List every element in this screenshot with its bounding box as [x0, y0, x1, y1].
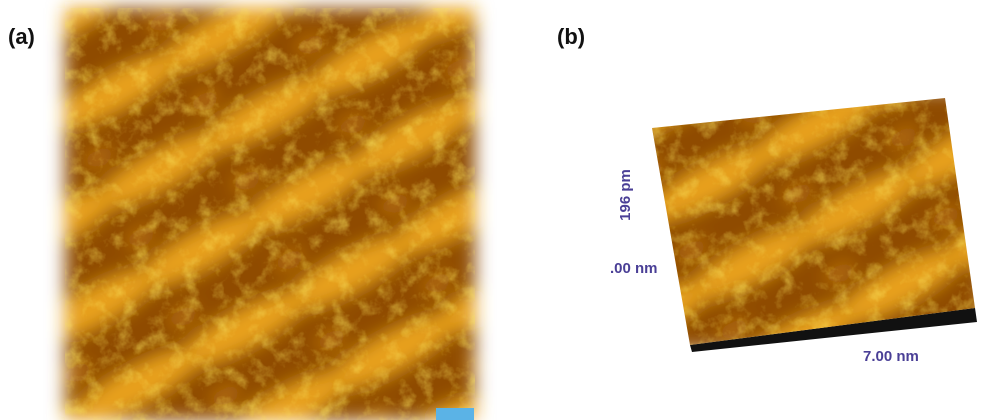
panel-a: (a) [8, 8, 475, 420]
origin-label: .00 nm [610, 260, 658, 277]
z-axis-label: 196 pm [617, 169, 634, 221]
x-axis-label: 7.00 nm [863, 348, 919, 365]
afm-3d-texture [640, 90, 985, 350]
panel-b: (b) 196 pm .00 nm 7.00 nm [557, 24, 985, 365]
panel-label: (a) [8, 24, 35, 49]
afm-texture [65, 8, 475, 420]
figure: (a) (b) 196 pm .00 nm 7.00 nm [0, 0, 1004, 420]
scale-bar [436, 408, 474, 420]
panel-label: (b) [557, 24, 585, 49]
